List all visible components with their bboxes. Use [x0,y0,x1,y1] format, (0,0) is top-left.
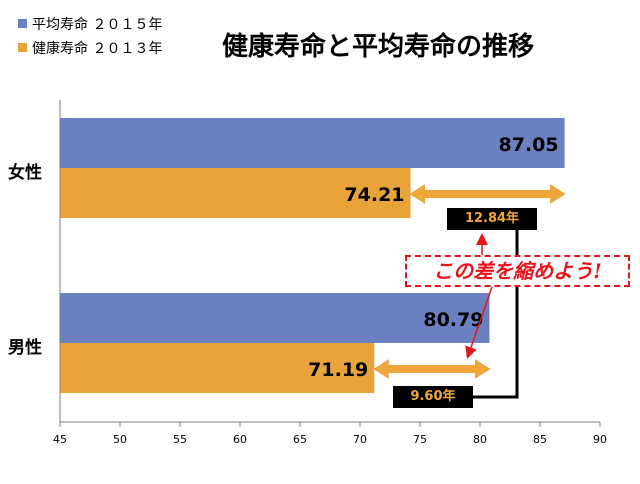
x-tick-label: 85 [533,433,547,446]
data-label-healthy-male: 71.19 [308,359,368,381]
bar-average-female [60,118,565,168]
data-label-average-male: 80.79 [423,309,483,331]
x-tick-label: 80 [473,433,487,446]
female-gap-label: 12.84年 [447,208,537,230]
female-gap-arrow [409,184,566,204]
legend-label-healthy: 健康寿命 ２０１３年 [32,41,163,57]
x-tick-label: 50 [113,433,127,446]
data-label-average-female: 87.05 [498,134,558,156]
callout-text: この差を縮めよう! [405,255,630,287]
x-tick-label: 70 [353,433,367,446]
bar-healthy-male [60,343,375,393]
x-tick-label: 60 [233,433,247,446]
legend-item-healthy: 健康寿命 ２０１３年 [18,38,162,58]
x-tick-label: 55 [173,433,187,446]
data-label-healthy-female: 74.21 [344,184,404,206]
legend-swatch-healthy [18,42,27,52]
x-tick-label: 90 [593,433,607,446]
bar-average-male [60,293,490,343]
x-tick-label: 45 [53,433,67,446]
callout-arrow-down [465,286,493,359]
male-gap-label: 9.60年 [393,386,473,408]
legend-label-average: 平均寿命 ２０１５年 [32,17,163,33]
category-label-female: 女性 [8,163,42,183]
chart-title: 健康寿命と平均寿命の推移 [222,32,535,62]
male-gap-arrow [373,359,491,379]
x-tick-label: 65 [293,433,307,446]
x-tick-label: 75 [413,433,427,446]
category-label-male: 男性 [8,338,42,358]
bar-healthy-female [60,168,411,218]
legend-swatch-average [18,18,27,28]
legend-item-average: 平均寿命 ２０１５年 [18,14,162,34]
